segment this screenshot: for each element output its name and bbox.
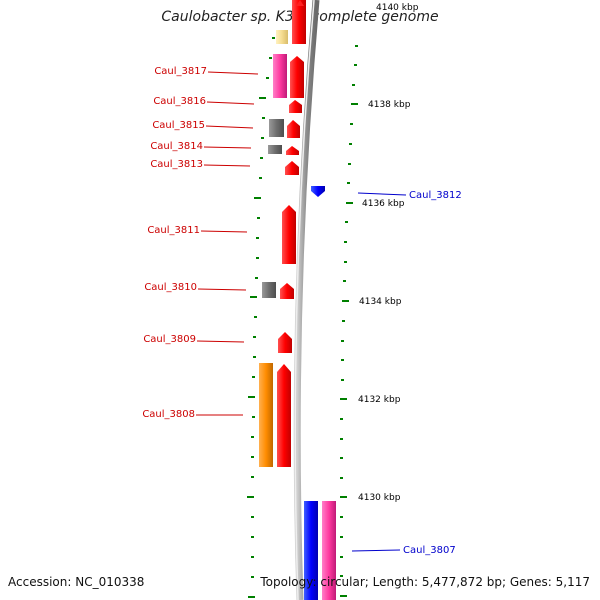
- gene-feature-3810-grey[interactable]: [262, 282, 276, 298]
- gene-label-3811[interactable]: Caul_3811: [147, 225, 200, 236]
- inner-tick-marks: [247, 37, 275, 598]
- scale-label-4132: 4132 kbp: [358, 395, 401, 405]
- gene-label-3807[interactable]: Caul_3807: [403, 545, 456, 556]
- gene-label-3808[interactable]: Caul_3808: [142, 409, 195, 420]
- gene-feature-3807[interactable]: [304, 501, 318, 600]
- gene-feature-3809[interactable]: [278, 332, 292, 353]
- gene-label-3810[interactable]: Caul_3810: [144, 282, 197, 293]
- gene-feature-3811[interactable]: [282, 205, 296, 264]
- scale-label-4134: 4134 kbp: [359, 297, 402, 307]
- gene-feature-3815-grey[interactable]: [269, 119, 284, 137]
- genome-backbone-highlight: [294, 0, 315, 600]
- scale-label-4130: 4130 kbp: [358, 493, 401, 503]
- gene-feature-top-red-arrow: [296, 0, 304, 6]
- gene-feature-3816[interactable]: [289, 100, 302, 113]
- label-leader-lines: [196, 71, 407, 552]
- scale-label-4140: 4140 kbp: [376, 3, 419, 13]
- gene-label-3814[interactable]: Caul_3814: [150, 141, 203, 152]
- topology-text: Topology: circular; Length: 5,477,872 bp…: [260, 575, 590, 589]
- outer-tick-marks: [340, 45, 358, 597]
- scale-label-4138: 4138 kbp: [368, 100, 411, 110]
- gene-feature-3812[interactable]: [311, 186, 325, 197]
- gene-feature-3815[interactable]: [287, 120, 300, 138]
- gene-feature-3807-pink[interactable]: [322, 501, 336, 600]
- gene-features: [259, 0, 336, 600]
- gene-label-3817[interactable]: Caul_3817: [154, 66, 207, 77]
- gene-label-3815[interactable]: Caul_3815: [152, 120, 205, 131]
- gene-labels: Caul_3817 Caul_3816 Caul_3815 Caul_3814 …: [142, 66, 461, 556]
- genome-backbone: [293, 0, 320, 600]
- scale-labels: 4140 kbp 4138 kbp 4136 kbp 4134 kbp 4132…: [358, 3, 419, 503]
- gene-feature-3817-pink[interactable]: [273, 54, 287, 98]
- scale-label-4136: 4136 kbp: [362, 199, 405, 209]
- gene-label-3816[interactable]: Caul_3816: [153, 96, 206, 107]
- gene-feature-3808-orange[interactable]: [259, 363, 273, 467]
- accession-text: Accession: NC_010338: [8, 575, 145, 589]
- gene-feature-3817[interactable]: [290, 56, 304, 98]
- gene-feature-3814[interactable]: [286, 146, 299, 155]
- gene-feature-3808[interactable]: [277, 364, 291, 467]
- gene-feature-3814-grey[interactable]: [268, 145, 282, 154]
- gene-feature-top-red[interactable]: [292, 0, 306, 44]
- gene-feature-top-yellow[interactable]: [276, 30, 288, 44]
- gene-label-3812[interactable]: Caul_3812: [409, 190, 462, 201]
- gene-feature-3810[interactable]: [280, 283, 294, 299]
- gene-label-3809[interactable]: Caul_3809: [143, 334, 196, 345]
- gene-label-3813[interactable]: Caul_3813: [150, 159, 203, 170]
- gene-feature-3813[interactable]: [285, 161, 299, 175]
